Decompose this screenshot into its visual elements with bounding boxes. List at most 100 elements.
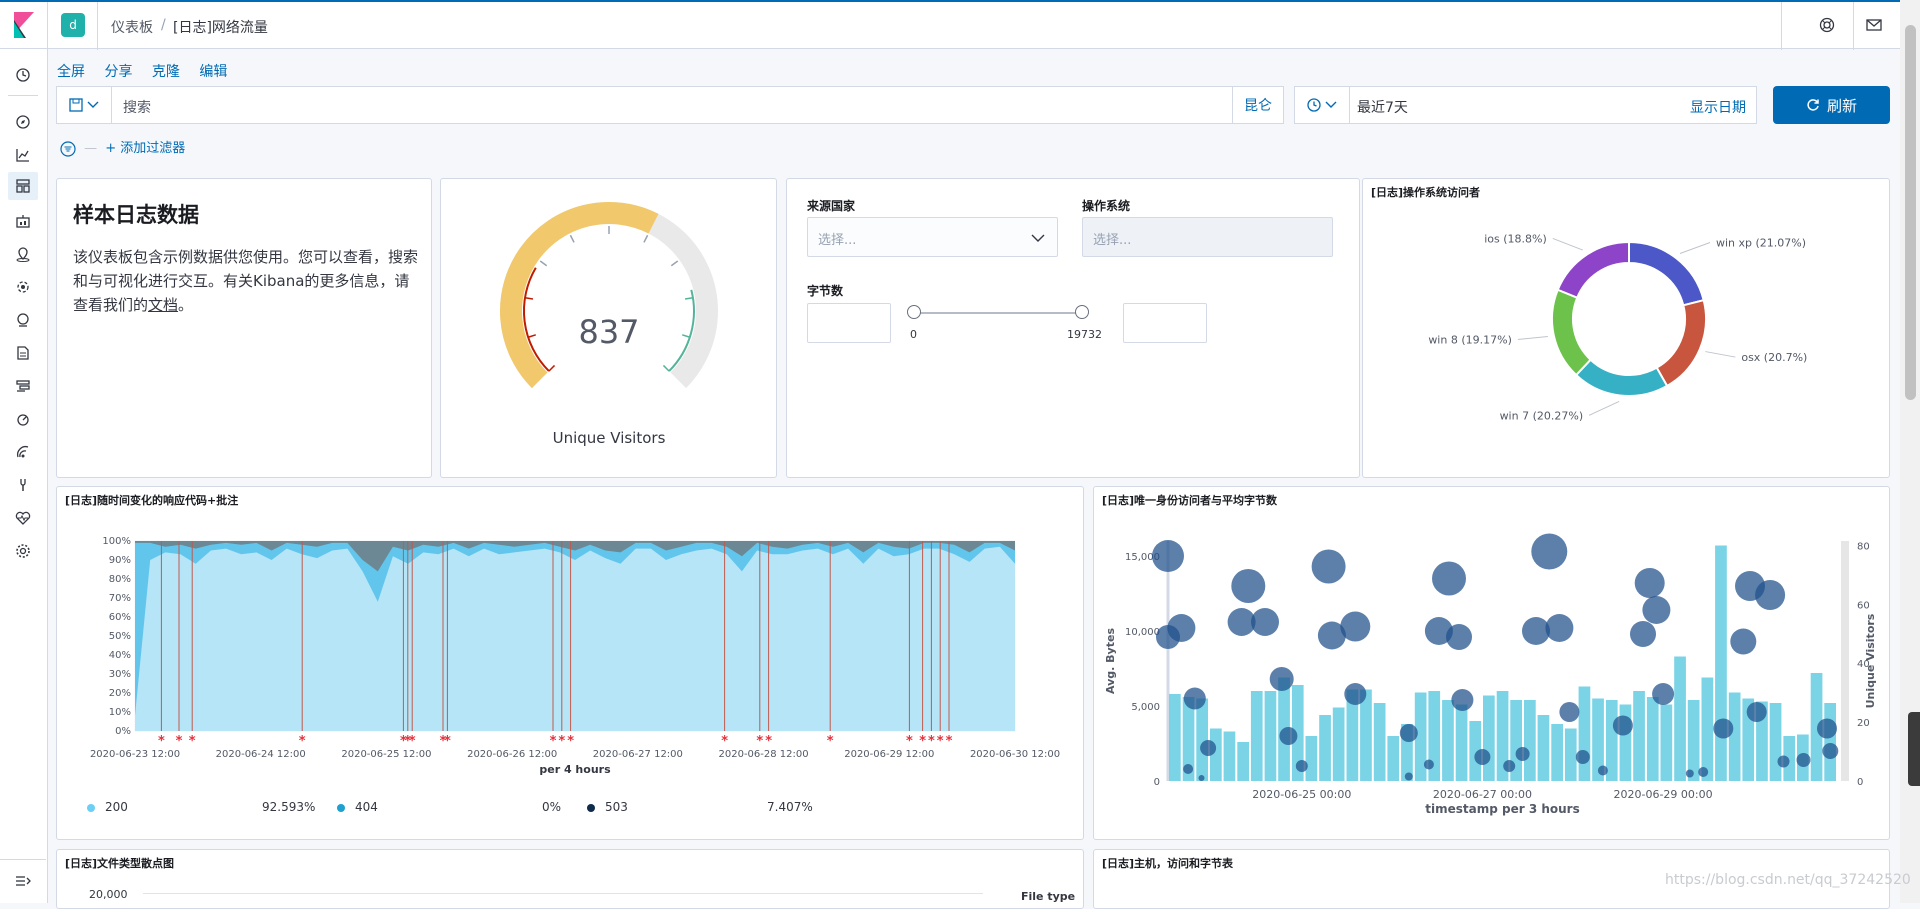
breadcrumb-dashboard[interactable]: 仪表板 [111,20,153,36]
space-avatar[interactable]: d [61,13,85,37]
bubble-point[interactable] [1634,568,1665,598]
bar[interactable] [1237,742,1249,781]
bar[interactable] [1469,721,1482,781]
annotation-marker[interactable]: * [444,734,451,749]
bubble-point[interactable] [1545,614,1574,642]
annotation-marker[interactable]: * [404,734,411,749]
quick-select-button[interactable] [1295,87,1350,123]
bubble-point[interactable] [1340,611,1371,642]
query-language-button[interactable]: 昆仑 [1232,87,1283,123]
bar[interactable] [1619,704,1632,782]
collapse-nav-icon[interactable] [14,872,32,890]
bubble-point[interactable] [1269,667,1294,691]
apm-icon[interactable] [14,377,32,395]
donut-slice[interactable] [1551,288,1592,377]
bar[interactable] [1728,692,1741,782]
bar[interactable] [1551,724,1563,781]
share-link[interactable]: 分享 [104,64,133,80]
side-widget[interactable] [1908,712,1920,786]
bubble-point[interactable] [1424,617,1453,645]
clone-link[interactable]: 克隆 [151,64,180,80]
bar[interactable] [1783,736,1796,781]
annotation-marker[interactable]: * [946,734,953,749]
bubble-point[interactable] [1730,628,1757,655]
docs-link[interactable]: 文档 [148,296,179,314]
canvas-icon[interactable] [14,212,32,230]
bar[interactable] [1360,689,1372,782]
show-dates-link[interactable]: 显示日期 [1690,100,1746,116]
bar[interactable] [1332,707,1345,782]
annotation-marker[interactable]: * [756,734,763,749]
bar[interactable] [1414,692,1427,782]
annotation-marker[interactable]: * [299,734,306,749]
annotation-marker[interactable]: * [906,734,913,749]
scrollbar-thumb[interactable] [1905,25,1916,400]
recent-icon[interactable] [14,66,32,84]
bubble-point[interactable] [1474,749,1491,765]
annotation-marker[interactable]: * [400,734,407,749]
bar[interactable] [1210,728,1222,782]
bubble-point[interactable] [1311,549,1346,584]
bubble-point[interactable] [1451,689,1474,711]
bar[interactable] [1810,673,1823,781]
bar[interactable] [1387,736,1400,781]
country-select[interactable]: 选择... [807,217,1058,257]
bar[interactable] [1742,698,1755,782]
annotation-marker[interactable]: * [176,734,183,749]
bar[interactable] [1756,701,1768,782]
annotation-marker[interactable]: * [937,734,944,749]
bar[interactable] [1769,703,1782,781]
bubble-point[interactable] [1344,683,1367,705]
bar[interactable] [1319,715,1331,781]
bubble-point[interactable] [1597,765,1608,776]
bar[interactable] [1496,691,1509,781]
bar[interactable] [1346,689,1359,782]
bar[interactable] [1250,691,1263,781]
help-icon[interactable] [1817,15,1837,35]
legend-item-404[interactable]: 404 [337,800,378,814]
bubble-point[interactable] [1399,724,1418,742]
bubble-point[interactable] [1777,755,1790,768]
donut-slice[interactable] [1628,240,1705,307]
bubble-point[interactable] [1251,608,1279,636]
bar[interactable] [1305,736,1318,781]
fullscreen-link[interactable]: 全屏 [57,64,85,80]
bar[interactable] [1196,698,1208,782]
bar[interactable] [1510,700,1522,781]
bubble-point[interactable] [1183,687,1206,710]
search-input[interactable]: 搜索 [123,100,151,116]
donut-slice[interactable] [1655,298,1707,388]
ml-icon[interactable] [14,278,32,296]
time-range-text[interactable]: 最近7天 [1357,100,1408,116]
bar[interactable] [1401,724,1413,781]
annotation-marker[interactable]: * [919,734,926,749]
bubble-point[interactable] [1167,614,1196,642]
annotation-marker[interactable]: * [765,734,772,749]
bar[interactable] [1291,685,1304,781]
annotation-marker[interactable]: * [928,734,935,749]
bar[interactable] [1687,700,1700,781]
bubble-point[interactable] [1503,760,1516,772]
bytes-max-input[interactable] [1123,303,1207,343]
bar[interactable] [1483,695,1495,782]
bubble-point[interactable] [1515,747,1530,761]
bubble-point[interactable] [1713,718,1734,739]
annotation-marker[interactable]: * [550,734,557,749]
donut-slice[interactable] [1556,240,1630,300]
bubble-point[interactable] [1559,702,1580,722]
saved-query-button[interactable] [57,87,112,123]
bar[interactable] [1223,731,1236,782]
bubble-point[interactable] [1531,533,1568,570]
legend-item-503[interactable]: 503 [587,800,628,814]
annotation-marker[interactable]: * [409,734,416,749]
bubble-point[interactable] [1575,750,1590,764]
bubble-point[interactable] [1183,764,1194,774]
infrastructure-icon[interactable] [14,311,32,329]
bubble-point[interactable] [1152,540,1184,572]
dashboard-icon[interactable] [8,172,38,200]
bubble-point[interactable] [1231,569,1266,603]
refresh-button[interactable]: 刷新 [1773,86,1890,124]
bar[interactable] [1428,691,1441,781]
annotation-marker[interactable]: * [189,734,196,749]
maps-icon[interactable] [14,245,32,263]
